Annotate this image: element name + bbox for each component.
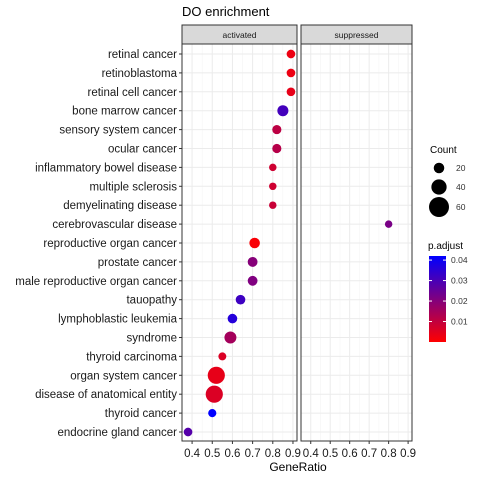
y-tick-label: disease of anatomical entity: [35, 389, 177, 401]
panel-suppressed: suppressed: [300, 24, 413, 442]
y-tick-label: retinal cancer: [108, 49, 177, 61]
padjust-legend-label: 0.03: [451, 276, 468, 286]
count-legend: Count 20 40 60: [429, 145, 466, 217]
x-tick-label: 0.6: [342, 448, 358, 460]
y-tick-label: multiple sclerosis: [89, 181, 177, 193]
count-legend-key: [433, 162, 445, 174]
data-point: [249, 237, 260, 249]
y-tick-label: reproductive organ cancer: [43, 238, 177, 250]
padjust-legend-title: p.adjust: [428, 241, 463, 252]
x-axis-ticks: 0.4 0.5 0.6 0.7 0.8 0.9 0.4 0.5 0.6 0.7 0.8 0.9: [184, 441, 416, 460]
y-tick-label: organ system cancer: [70, 370, 177, 382]
y-tick-label: demyelinating disease: [63, 200, 177, 212]
y-tick-label: syndrome: [127, 333, 178, 345]
data-point: [247, 275, 258, 286]
y-tick-label: lymphoblastic leukemia: [58, 314, 177, 326]
y-tick-label: tauopathy: [126, 295, 177, 307]
padjust-legend-ticks: 0.01 0.02 0.03 0.04: [429, 255, 468, 327]
padjust-legend-label: 0.04: [451, 255, 468, 265]
x-tick-label: 0.8: [381, 448, 397, 460]
x-tick-label: 0.9: [285, 448, 301, 460]
x-tick-label: 0.4: [184, 448, 201, 460]
x-axis-label: GeneRatio: [269, 460, 327, 474]
data-point: [205, 385, 223, 403]
count-legend-key: [429, 197, 449, 217]
x-tick-label: 0.7: [361, 448, 377, 460]
facet-strip-label: suppressed: [335, 30, 379, 40]
data-point: [384, 220, 393, 228]
x-tick-label: 0.6: [224, 448, 240, 460]
y-tick-label: ocular cancer: [108, 144, 177, 156]
data-point: [247, 256, 258, 267]
facet-panels: activated suppressed: [181, 24, 413, 442]
y-tick-label: bone marrow cancer: [72, 106, 177, 118]
x-tick-label: 0.8: [265, 448, 281, 460]
data-point: [277, 105, 289, 117]
facet-strip: [300, 24, 413, 45]
y-tick-label: cerebrovascular disease: [52, 219, 177, 231]
padjust-legend-label: 0.01: [451, 317, 468, 327]
facet-strip: [181, 24, 298, 45]
count-legend-title: Count: [430, 145, 457, 156]
data-point: [272, 143, 282, 154]
y-tick-label: male reproductive organ cancer: [15, 276, 177, 288]
y-axis-labels: retinal cancer retinoblastoma retinal cell…: [15, 49, 182, 439]
padjust-colorbar: [429, 256, 446, 342]
count-legend-label: 40: [456, 182, 466, 192]
y-tick-label: inflammatory bowel disease: [35, 162, 177, 174]
data-point: [269, 163, 277, 172]
x-tick-label: 0.9: [400, 448, 416, 460]
count-legend-label: 60: [456, 202, 466, 212]
count-legend-key: [431, 179, 447, 195]
x-tick-label: 0.7: [245, 448, 261, 460]
data-point: [286, 68, 296, 78]
padjust-legend-label: 0.02: [451, 296, 468, 306]
y-tick-label: sensory system cancer: [59, 125, 177, 137]
x-tick-label: 0.5: [322, 448, 338, 460]
facet-strip-label: activated: [222, 30, 256, 40]
data-point: [208, 409, 217, 418]
x-tick-label: 0.5: [204, 448, 220, 460]
data-point: [286, 87, 296, 97]
data-point: [207, 366, 225, 384]
data-point: [227, 313, 238, 324]
y-tick-label: prostate cancer: [98, 257, 177, 269]
padjust-legend: p.adjust 0.01 0.02 0.03 0.04: [428, 241, 468, 342]
chart-title: DO enrichment: [182, 4, 270, 19]
count-legend-label: 20: [456, 163, 466, 173]
data-point: [286, 49, 296, 59]
count-legend-keys: 20 40 60: [429, 162, 466, 217]
x-tick-label: 0.4: [303, 448, 320, 460]
y-tick-label: endocrine gland cancer: [57, 427, 177, 439]
y-tick-label: thyroid cancer: [105, 408, 177, 420]
data-point: [269, 182, 277, 191]
y-tick-label: thyroid carcinoma: [86, 351, 177, 363]
panel-activated: activated: [181, 24, 298, 442]
data-point: [183, 427, 193, 437]
data-point: [269, 201, 277, 209]
data-point: [224, 331, 237, 344]
data-point: [272, 125, 282, 135]
y-tick-label: retinal cell cancer: [88, 87, 178, 99]
data-point: [235, 294, 246, 305]
y-tick-label: retinoblastoma: [102, 68, 178, 80]
data-point: [218, 352, 227, 361]
